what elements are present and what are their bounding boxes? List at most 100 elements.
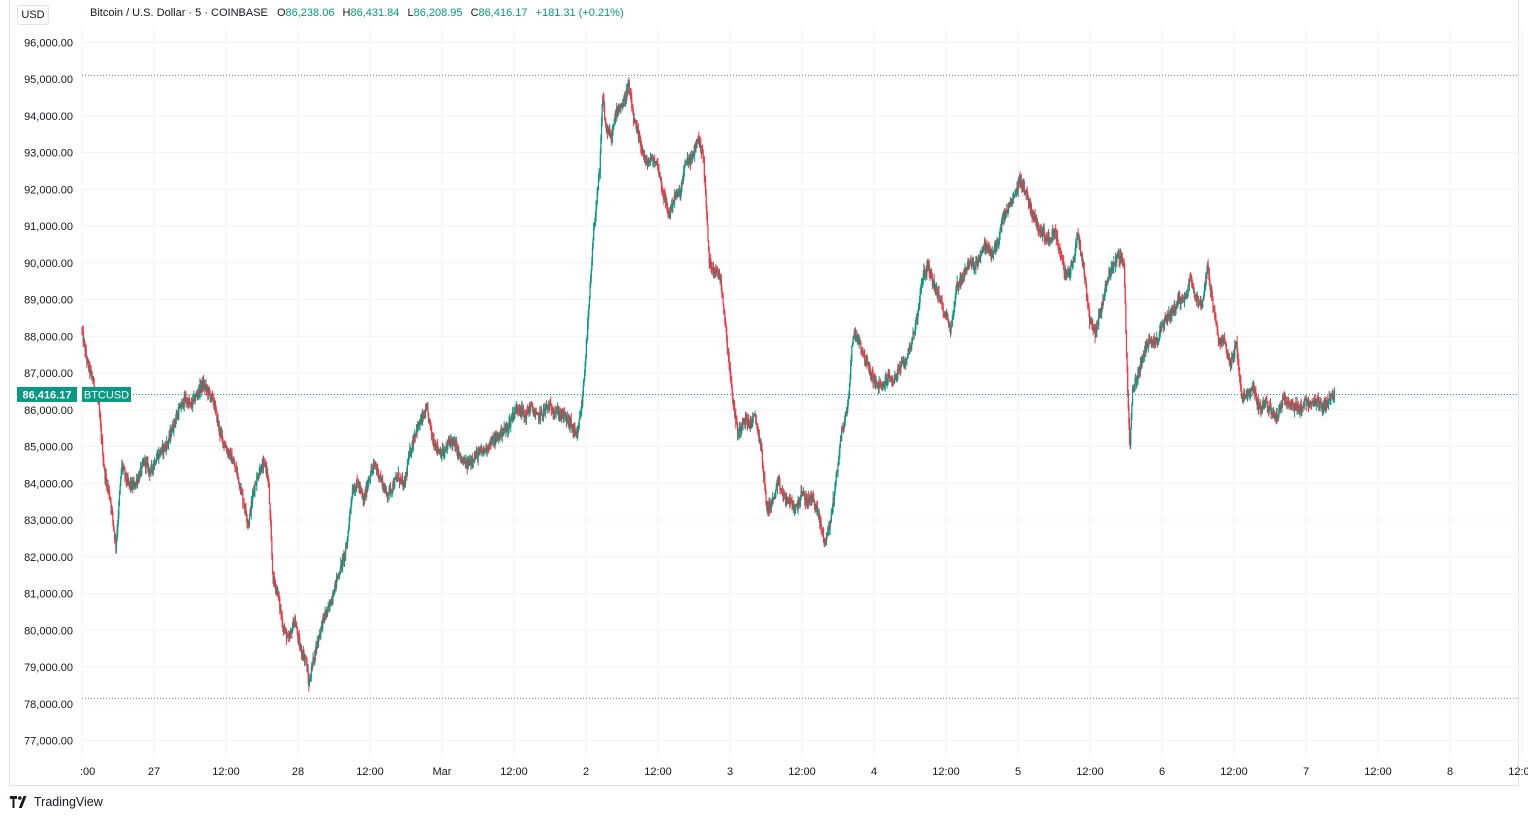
candle-body — [535, 412, 537, 415]
y-tick-label: 85,000.00 — [24, 442, 73, 454]
candle-body — [466, 459, 468, 462]
candle-body — [895, 376, 897, 379]
candle-body — [906, 358, 908, 360]
candle-body — [1209, 279, 1211, 287]
candle-body — [129, 482, 131, 488]
candle-body — [769, 501, 771, 510]
candle-body — [684, 162, 687, 164]
candle-body — [314, 650, 316, 661]
candle-body — [806, 503, 808, 506]
candle-body — [1014, 194, 1016, 198]
candle-body — [1181, 296, 1183, 300]
candle-body — [758, 435, 760, 437]
candle-body — [1049, 238, 1051, 242]
candle-body — [1040, 229, 1042, 233]
candle-body — [228, 451, 230, 456]
candle-body — [641, 149, 643, 151]
candle-body — [339, 572, 341, 574]
candle-body — [274, 582, 276, 585]
candle-body — [511, 417, 513, 420]
candle-body — [1039, 229, 1041, 233]
symbol-title[interactable]: Bitcoin / U.S. Dollar · 5 · COINBASE — [90, 7, 268, 19]
tradingview-logo[interactable]: TradingView — [10, 795, 103, 809]
candle-body — [304, 657, 306, 659]
x-tick-label: 12:00 — [1508, 766, 1528, 778]
candle-body — [1029, 202, 1031, 204]
candle-body — [141, 462, 144, 465]
candle-body — [331, 597, 333, 605]
candle-body — [1043, 229, 1045, 232]
candle-body — [1138, 369, 1140, 375]
candle-body — [1258, 404, 1261, 407]
candle-body — [893, 381, 895, 384]
candle-body — [127, 478, 129, 482]
candle-body — [291, 628, 294, 634]
candle-body — [241, 491, 243, 494]
x-tick-label: Mar — [433, 766, 452, 778]
candle-body — [579, 415, 581, 420]
candle-body — [914, 332, 916, 334]
candle-body — [900, 362, 903, 367]
candle-body — [181, 400, 183, 403]
candle-body — [1127, 366, 1129, 393]
candle-body — [876, 381, 878, 383]
candle-body — [533, 412, 535, 417]
candle-body — [266, 471, 268, 474]
candle-body — [337, 574, 340, 576]
candle-body — [1157, 340, 1160, 342]
candle-body — [241, 488, 243, 492]
candle-body — [794, 508, 796, 510]
candle-body — [425, 408, 427, 410]
candle-body — [1065, 269, 1067, 273]
candle-body — [973, 268, 975, 270]
candle-body — [773, 497, 775, 499]
candle-body — [1159, 331, 1161, 339]
candle-body — [89, 369, 92, 374]
candle-body — [660, 177, 662, 186]
candle-body — [559, 411, 561, 416]
candle-body — [1151, 340, 1154, 344]
candle-body — [258, 476, 260, 479]
candle-body — [646, 159, 648, 162]
candle-body — [1062, 261, 1065, 268]
candle-body — [512, 412, 514, 420]
candle-body — [1024, 191, 1026, 193]
candle-body — [788, 499, 790, 503]
candle-body — [1206, 271, 1208, 279]
candle-body — [345, 547, 347, 555]
candle-body — [551, 410, 553, 413]
candle-body — [1275, 415, 1277, 421]
candle-body — [354, 488, 356, 492]
candle-body — [153, 460, 156, 466]
candle-body — [1280, 404, 1282, 407]
candle-body — [815, 507, 817, 512]
candle-body — [582, 396, 584, 404]
currency-button[interactable]: USD — [17, 5, 49, 25]
candle-body — [1010, 199, 1013, 202]
candle-body — [215, 408, 217, 411]
x-tick-label: 6 — [1159, 766, 1165, 778]
candle-body — [394, 478, 396, 480]
candle-body — [378, 476, 381, 478]
candle-body — [821, 529, 823, 532]
candle-body — [1051, 231, 1053, 241]
candle-body — [147, 466, 150, 471]
candle-body — [991, 253, 993, 256]
candle-body — [260, 471, 262, 473]
candle-body — [988, 245, 990, 250]
candle-body — [163, 445, 165, 450]
candle-body — [315, 645, 317, 656]
candle-body — [941, 300, 943, 304]
candle-body — [656, 160, 658, 162]
candle-body — [515, 407, 517, 414]
candle-body — [1168, 312, 1170, 316]
candle-body — [1175, 306, 1177, 310]
candle-body — [1219, 338, 1221, 343]
candle-body — [1291, 399, 1293, 405]
chart-frame — [9, 0, 1519, 786]
candle-body — [730, 376, 732, 378]
candle-body — [186, 400, 188, 403]
candle-body — [1194, 292, 1196, 297]
candle-body — [730, 377, 733, 387]
